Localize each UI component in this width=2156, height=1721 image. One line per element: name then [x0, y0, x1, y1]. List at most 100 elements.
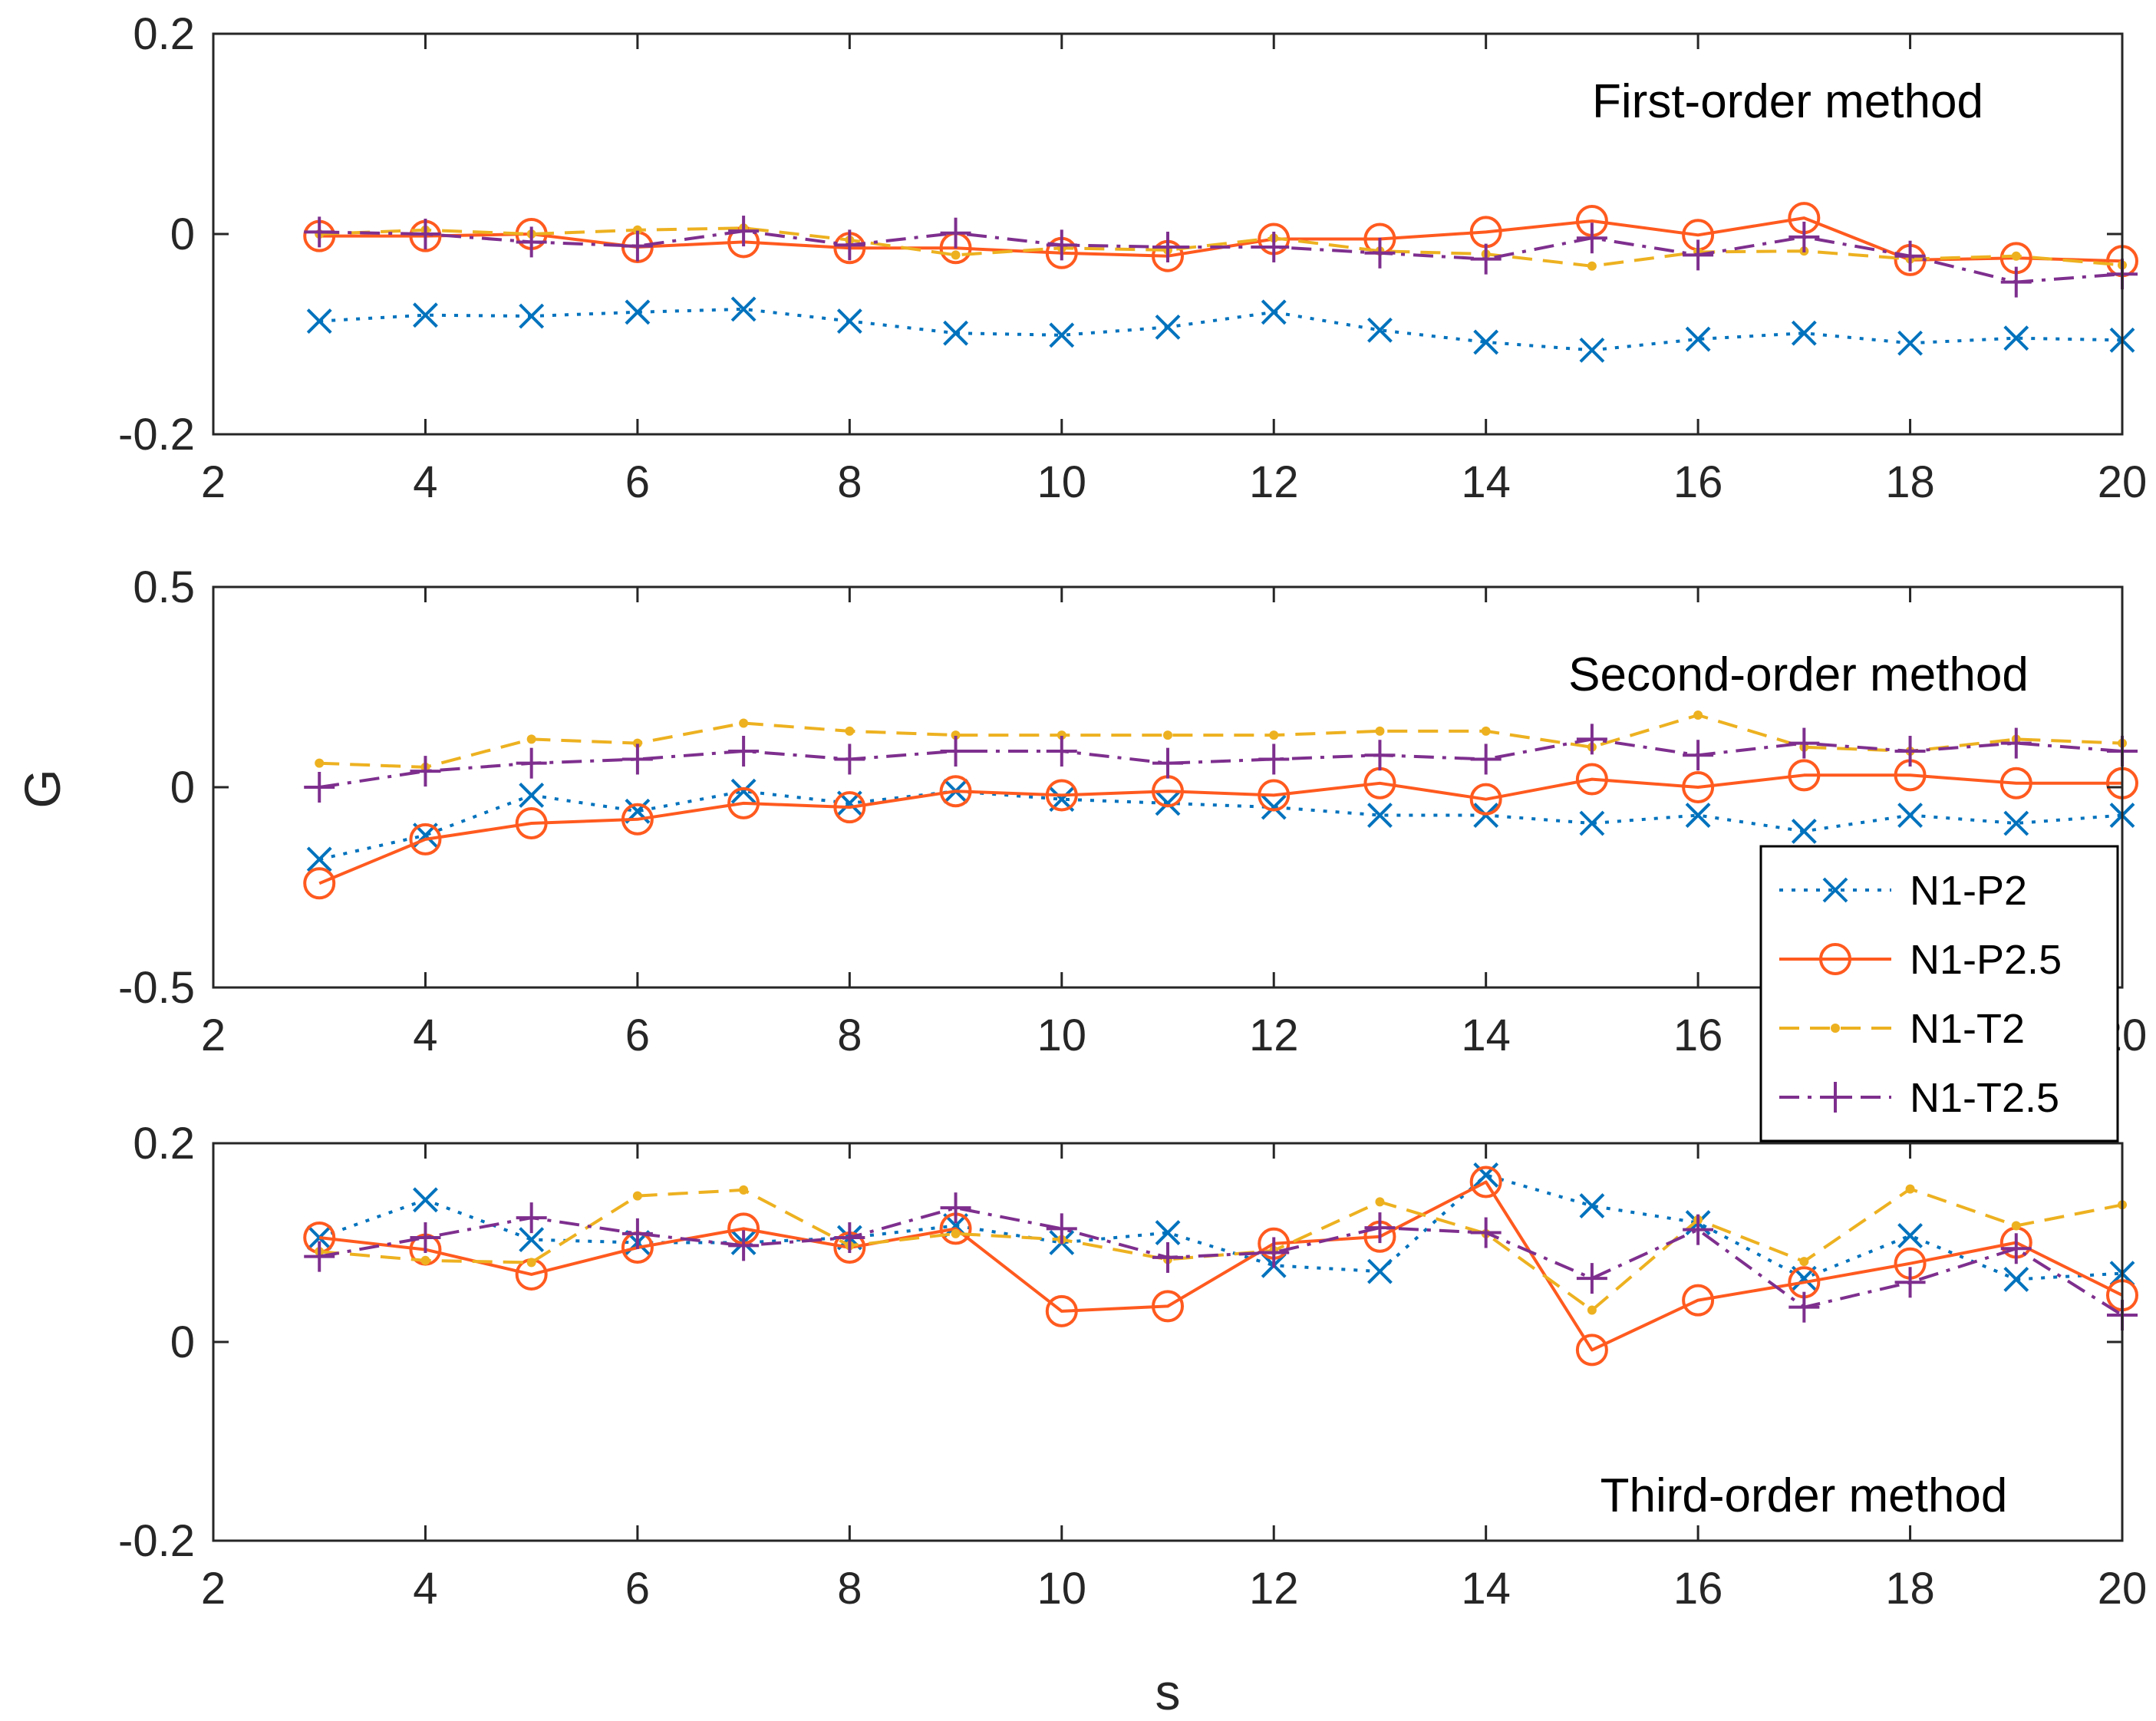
legend-box	[1759, 845, 2119, 1142]
panel-second-order-point-n1-t2-5-s10	[1046, 736, 1077, 767]
legend-label-n1-p2: N1-P2	[1910, 868, 2027, 914]
legend-label-n1-p2-5: N1-P2.5	[1910, 937, 2062, 983]
panel-third-order-series-n1-p2-5	[303, 1165, 2138, 1367]
panel-third-order-series-n1-t2-5	[304, 1192, 2138, 1331]
panel-second-order-point-n1-p2-5-s7	[727, 786, 760, 819]
panel-second-order-point-n1-p2-s16	[1685, 803, 1711, 828]
panel-second-order-ytick-label--0.5: -0.5	[118, 963, 195, 1013]
panel-second-order-xtick-label-16: 16	[1673, 1011, 1723, 1060]
panel-third-order-title: Third-order method	[1601, 1469, 2008, 1522]
panel-third-order-point-n1-t2-5-s5	[516, 1202, 547, 1234]
panel-first-order-point-n1-p2-s16	[1685, 326, 1711, 352]
panel-third-order-point-n1-p2-s4	[413, 1187, 438, 1213]
panel-second-order-line-n1-p2-5	[318, 773, 2122, 885]
panel-second-order-point-n1-t2-5-s19	[2000, 727, 2032, 759]
panel-third-order-point-n1-t2-s19	[2011, 1221, 2021, 1231]
panel-first-order-point-n1-p2-s3	[306, 308, 332, 334]
panel-third-order-point-n1-t2-s18	[1905, 1184, 1915, 1194]
panel-first-order-point-n1-p2-s9	[943, 320, 968, 346]
panel-first-order-point-n1-t2-5-s18	[1894, 240, 1926, 272]
panel-second-order-point-n1-p2-s15	[1579, 810, 1605, 836]
panel-second-order-point-n1-t2-5-s3	[304, 772, 335, 803]
panel-second-order-point-n1-p2-5-s12	[1258, 779, 1291, 812]
panel-third-order-line-n1-p2-5	[318, 1180, 2123, 1352]
panel-third-order-point-n1-t2-5-s7	[728, 1230, 760, 1261]
legend-entry-n1-p2: N1-P2	[1779, 868, 2027, 914]
panel-first-order-point-n1-t2-5-s8	[834, 229, 865, 261]
panel-second-order-point-n1-t2-s6	[632, 738, 642, 748]
panel-third-order-point-n1-t2-s15	[1587, 1305, 1597, 1315]
panel-first-order-point-n1-t2-s9	[951, 250, 961, 260]
panel-first-order-point-n1-t2-5-s11	[1152, 231, 1183, 262]
panel-second-order-xtick-label-6: 6	[625, 1011, 650, 1060]
panel-third-order-point-n1-t2-5-s17	[1788, 1291, 1820, 1323]
panel-third-order-point-n1-t2-s4	[420, 1255, 430, 1265]
panel-third-order-point-n1-p2-s15	[1579, 1193, 1605, 1218]
panel-third-order-point-n1-p2-s13	[1367, 1258, 1393, 1284]
panel-third-order-point-n1-t2-5-s3	[304, 1241, 335, 1272]
panel-first-order-point-n1-t2-5-s14	[1470, 243, 1502, 275]
x-axis-label: s	[1155, 1663, 1181, 1720]
legend: N1-P2 N1-P2.5 N1-T2 N1-T2.5	[1759, 845, 2119, 1142]
panel-second-order-line-n1-t2-5	[318, 737, 2123, 789]
panel-first-order-xtick-label-20: 20	[2098, 457, 2148, 507]
panel-third-order-line-n1-t2	[319, 1187, 2123, 1312]
panel-second-order-xtick-label-4: 4	[413, 1011, 437, 1060]
panel-first-order-point-n1-p2-s12	[1261, 299, 1287, 325]
panel-first-order-point-n1-t2-5-s12	[1258, 231, 1290, 262]
y-axis-label: G	[14, 769, 71, 808]
panel-third-order-ytick-label--0.2: -0.2	[118, 1516, 195, 1566]
panel-first-order-point-n1-p2-s4	[413, 302, 438, 328]
legend-marker-n1-t2	[1831, 1024, 1840, 1033]
panel-second-order-point-n1-t2-5-s13	[1364, 740, 1396, 771]
panel-second-order-point-n1-p2-s18	[1897, 803, 1923, 828]
panel-second-order-point-n1-p2-5-s6	[621, 803, 654, 836]
panel-third-order-xtick-label-8: 8	[837, 1564, 862, 1614]
panel-second-order-point-n1-t2-5-s8	[834, 743, 865, 775]
panel-first-order-point-n1-p2-s18	[1897, 330, 1923, 356]
panel-first-order-xtick-label-18: 18	[1885, 457, 1935, 507]
panel-second-order-point-n1-p2-5-s9	[939, 775, 972, 808]
panel-third-order-point-n1-p2-s5	[519, 1227, 545, 1253]
panel-first-order-point-n1-p2-s10	[1049, 322, 1075, 348]
panel-second-order-point-n1-t2-5-s17	[1788, 727, 1820, 759]
panel-second-order-point-n1-t2-5-s15	[1576, 724, 1607, 755]
panel-second-order-point-n1-t2-s9	[951, 730, 961, 740]
panel-third-order-series-n1-p2	[306, 1162, 2135, 1292]
panel-second-order-point-n1-t2-5-s11	[1152, 747, 1183, 779]
panel-second-order-point-n1-p2-s7	[730, 778, 757, 804]
panel-second-order-point-n1-t2-5-s5	[516, 747, 547, 779]
panel-second-order-point-n1-p2-5-s14	[1469, 783, 1502, 816]
panel-first-order-xtick-label-10: 10	[1037, 457, 1087, 507]
panel-third-order-xtick-label-14: 14	[1461, 1564, 1511, 1614]
panel-first-order-point-n1-t2-s15	[1587, 261, 1597, 271]
panel-first-order-ytick-label-0.2: 0.2	[133, 9, 195, 59]
panel-second-order-point-n1-t2-s5	[526, 734, 536, 744]
panel-third-order-point-n1-p2-5-s15	[1575, 1334, 1608, 1367]
panel-first-order-point-n1-p2-s8	[836, 308, 862, 334]
panel-second-order-point-n1-t2-s11	[1163, 730, 1172, 740]
panel-second-order-ytick-label-0: 0	[170, 763, 195, 813]
panel-second-order-point-n1-t2-5-s7	[728, 736, 760, 767]
panel-first-order-point-n1-t2-5-s6	[621, 230, 653, 262]
panel-third-order-xtick-label-12: 12	[1249, 1564, 1299, 1614]
panel-second-order-point-n1-p2-s11	[1155, 790, 1181, 816]
panel-third-order-point-n1-p2-5-s16	[1682, 1284, 1715, 1317]
panel-third-order-point-n1-t2-5-s8	[834, 1222, 865, 1254]
panel-third-order-xtick-label-6: 6	[625, 1564, 650, 1614]
panel-second-order-title: Second-order method	[1568, 648, 2029, 701]
panel-first-order-xtick-label-4: 4	[413, 457, 437, 507]
panel-first-order-point-n1-t2-5-s16	[1683, 239, 1714, 271]
panel-second-order-series-n1-p2-5	[303, 759, 2138, 900]
panel-third-order-xtick-label-4: 4	[413, 1564, 437, 1614]
panel-second-order-point-n1-t2-s8	[845, 726, 855, 736]
panel-third-order-xtick-label-10: 10	[1037, 1564, 1087, 1614]
panel-third-order-xtick-label-18: 18	[1885, 1564, 1935, 1614]
panel-third-order-point-n1-t2-5-s4	[410, 1222, 441, 1254]
panel-third-order-point-n1-t2-s7	[739, 1185, 749, 1195]
panel-third-order-point-n1-t2-5-s9	[940, 1192, 971, 1224]
panel-second-order-point-n1-t2-5-s12	[1258, 743, 1290, 775]
panel-second-order-point-n1-p2-s13	[1367, 803, 1393, 828]
